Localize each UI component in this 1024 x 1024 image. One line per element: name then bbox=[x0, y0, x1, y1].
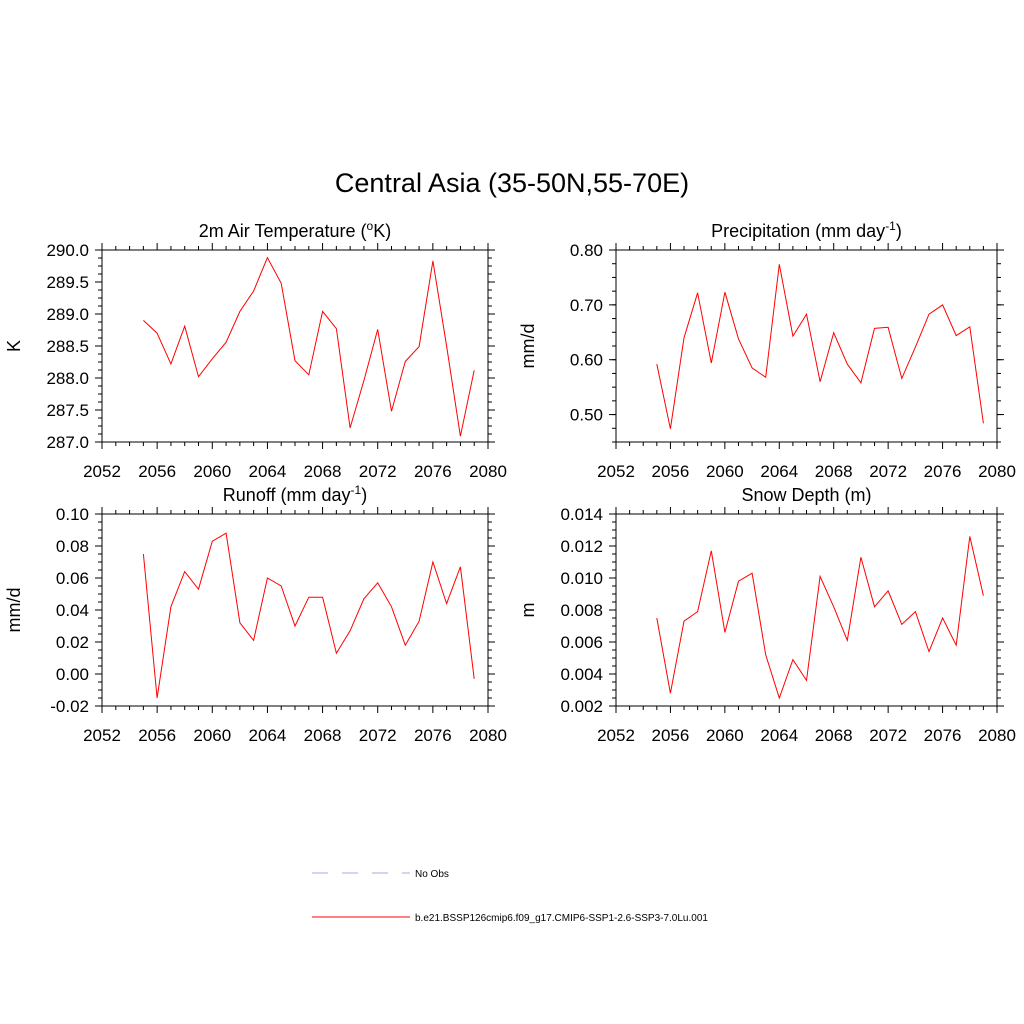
series-line bbox=[143, 256, 475, 437]
y-tick-label: 0.006 bbox=[560, 633, 603, 652]
x-tick-label: 2060 bbox=[193, 726, 231, 745]
x-tick-label: 2056 bbox=[138, 462, 176, 481]
x-tick-label: 2076 bbox=[414, 726, 452, 745]
y-axis-label: mm/d bbox=[518, 324, 538, 369]
x-tick-label: 2072 bbox=[869, 462, 907, 481]
panel-1: 2m Air Temperature (oK) K 2052 2056 2060 2064… bbox=[4, 219, 507, 481]
y-tick-label: 0.80 bbox=[570, 241, 603, 260]
y-tick-label: 0.014 bbox=[560, 505, 603, 524]
x-tick-label: 2080 bbox=[469, 726, 507, 745]
x-tick-label: 2052 bbox=[597, 462, 635, 481]
series-line bbox=[656, 264, 984, 429]
x-tick-label: 2052 bbox=[83, 726, 121, 745]
x-tick-label: 2060 bbox=[706, 726, 744, 745]
panel-title: Runoff (mm day-1) bbox=[223, 483, 367, 505]
panel-2: Precipitation (mm day-1) mm/d 2052 2056 2060… bbox=[518, 219, 1016, 481]
chart-panels: 2m Air Temperature (oK) K 2052 2056 2060 2064… bbox=[4, 219, 1016, 745]
y-axis-label: K bbox=[4, 340, 24, 352]
series-line bbox=[656, 536, 984, 700]
y-tick-label: 0.00 bbox=[56, 665, 89, 684]
panel-title: Precipitation (mm day-1) bbox=[711, 219, 902, 241]
y-tick-label: 0.10 bbox=[56, 505, 89, 524]
panel-4: Snow Depth (m) m 2052 2056 2060 2064 2068 2072 2… bbox=[518, 485, 1016, 745]
y-tick-label: 287.0 bbox=[46, 433, 89, 452]
panel-title: Snow Depth (m) bbox=[741, 485, 871, 505]
y-tick-label: 0.012 bbox=[560, 537, 603, 556]
x-tick-label: 2052 bbox=[597, 726, 635, 745]
x-tick-label: 2068 bbox=[304, 726, 342, 745]
y-tick-label: 288.5 bbox=[46, 337, 89, 356]
x-tick-label: 2068 bbox=[815, 462, 853, 481]
panel-title: 2m Air Temperature (oK) bbox=[199, 219, 391, 241]
x-tick-label: 2076 bbox=[924, 462, 962, 481]
y-tick-label: 0.04 bbox=[56, 601, 89, 620]
x-tick-label: 2068 bbox=[815, 726, 853, 745]
y-tick-label: 287.5 bbox=[46, 401, 89, 420]
x-tick-label: 2064 bbox=[249, 726, 287, 745]
x-tick-label: 2056 bbox=[652, 462, 690, 481]
y-tick-label: 0.004 bbox=[560, 665, 603, 684]
y-tick-label: 0.08 bbox=[56, 537, 89, 556]
y-tick-label: -0.02 bbox=[50, 697, 89, 716]
x-tick-label: 2076 bbox=[924, 726, 962, 745]
y-tick-label: 0.010 bbox=[560, 569, 603, 588]
panel-3: Runoff (mm day-1) mm/d 2052 2056 2060 2064 206… bbox=[4, 483, 507, 745]
x-tick-label: 2060 bbox=[193, 462, 231, 481]
y-tick-label: 0.008 bbox=[560, 601, 603, 620]
x-tick-label: 2072 bbox=[359, 462, 397, 481]
x-tick-label: 2072 bbox=[869, 726, 907, 745]
y-tick-label: 0.70 bbox=[570, 296, 603, 315]
x-tick-label: 2080 bbox=[978, 726, 1016, 745]
y-tick-label: 290.0 bbox=[46, 241, 89, 260]
x-tick-label: 2068 bbox=[304, 462, 342, 481]
x-tick-label: 2072 bbox=[359, 726, 397, 745]
y-tick-label: 0.06 bbox=[56, 569, 89, 588]
y-tick-label: 288.0 bbox=[46, 369, 89, 388]
legend-label-1: No Obs bbox=[415, 869, 449, 880]
y-tick-label: 0.002 bbox=[560, 697, 603, 716]
y-tick-label: 0.60 bbox=[570, 351, 603, 370]
y-tick-label: 0.50 bbox=[570, 406, 603, 425]
x-tick-label: 2056 bbox=[652, 726, 690, 745]
x-tick-label: 2056 bbox=[138, 726, 176, 745]
x-tick-label: 2060 bbox=[706, 462, 744, 481]
x-tick-label: 2064 bbox=[760, 462, 798, 481]
y-tick-label: 0.02 bbox=[56, 633, 89, 652]
series-line bbox=[142, 532, 475, 699]
legend-label-2: b.e21.BSSP126cmip6.f09_g17.CMIP6-SSP1-2.… bbox=[415, 913, 708, 924]
y-tick-label: 289.5 bbox=[46, 273, 89, 292]
x-tick-label: 2064 bbox=[249, 462, 287, 481]
x-tick-label: 2076 bbox=[414, 462, 452, 481]
x-tick-label: 2080 bbox=[978, 462, 1016, 481]
legend: No Obs b.e21.BSSP126cmip6.f09_g17.CMIP6-S… bbox=[312, 869, 708, 924]
y-axis-label: mm/d bbox=[4, 588, 24, 633]
x-tick-label: 2064 bbox=[760, 726, 798, 745]
y-tick-label: 289.0 bbox=[46, 305, 89, 324]
x-tick-label: 2052 bbox=[83, 462, 121, 481]
figure-title: Central Asia (35-50N,55-70E) bbox=[334, 168, 690, 198]
x-tick-label: 2080 bbox=[469, 462, 507, 481]
y-axis-label: m bbox=[518, 603, 538, 618]
